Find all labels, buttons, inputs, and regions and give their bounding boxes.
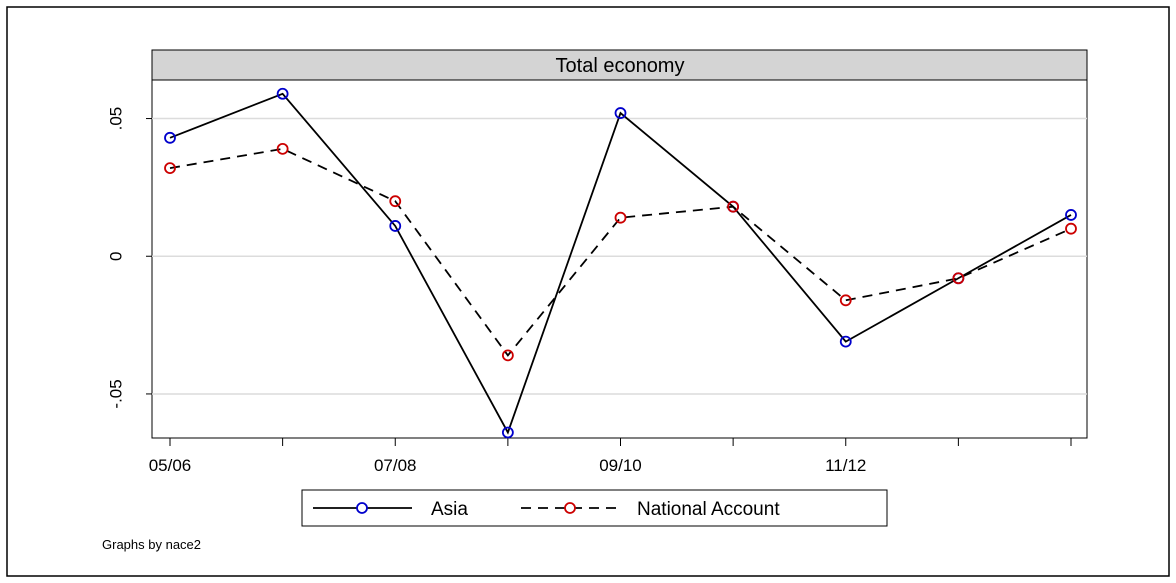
data-point bbox=[839, 294, 852, 307]
data-point bbox=[164, 162, 176, 175]
data-point bbox=[727, 200, 740, 213]
legend-label: Asia bbox=[431, 499, 468, 520]
x-tick-label: 09/10 bbox=[599, 456, 642, 475]
data-point bbox=[839, 335, 852, 348]
legend-swatch-marker bbox=[564, 502, 576, 514]
data-point bbox=[501, 426, 514, 439]
x-tick-label: 07/08 bbox=[374, 456, 417, 475]
plot-area bbox=[151, 79, 1088, 439]
data-point bbox=[276, 142, 289, 155]
legend: Asia National Account bbox=[301, 489, 888, 527]
x-tick-label: 05/06 bbox=[149, 456, 192, 475]
data-point bbox=[614, 107, 627, 119]
series-line-national-account bbox=[169, 147, 1072, 357]
data-point bbox=[389, 195, 402, 208]
data-point bbox=[164, 131, 176, 144]
series-layer bbox=[164, 87, 1077, 439]
data-point bbox=[389, 220, 402, 232]
y-axis: .05 0 -.05 bbox=[106, 107, 152, 409]
x-axis: 05/06 07/08 09/10 11/12 bbox=[149, 438, 1072, 475]
y-tick-label: -.05 bbox=[106, 379, 125, 408]
data-point bbox=[276, 87, 289, 100]
series-line-asia bbox=[169, 92, 1072, 435]
y-tick-label: 0 bbox=[106, 252, 125, 261]
y-tick-label: .05 bbox=[106, 107, 125, 131]
data-point bbox=[501, 349, 514, 362]
panel-title-strip bbox=[151, 49, 1088, 81]
legend-label: National Account bbox=[637, 499, 780, 520]
legend-swatch-marker bbox=[356, 502, 368, 514]
data-point bbox=[952, 272, 965, 285]
data-point bbox=[614, 211, 627, 224]
graph-note: Graphs by nace2 bbox=[102, 537, 201, 552]
x-tick-label: 11/12 bbox=[825, 456, 866, 475]
chart-title: Total economy bbox=[556, 55, 685, 77]
data-point bbox=[1065, 209, 1077, 221]
data-point bbox=[1065, 222, 1077, 235]
